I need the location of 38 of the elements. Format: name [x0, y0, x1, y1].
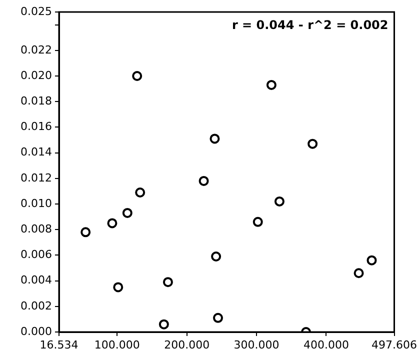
point	[366, 255, 377, 266]
y-tick-label: 0.000	[20, 324, 52, 338]
x-tick-label: 400.000	[303, 338, 349, 352]
point	[158, 319, 169, 330]
y-tick-label: 0.012	[20, 171, 52, 184]
y-tick-label: 0.018	[20, 94, 52, 108]
x-tick-label: 497.606	[372, 338, 418, 352]
x-tick-label: 100.000	[94, 338, 140, 352]
point	[211, 251, 222, 262]
x-tick-label: 16.534	[40, 338, 78, 352]
point	[132, 71, 142, 81]
y-tick-label: 0.008	[20, 222, 52, 236]
y-tick-label: 0.025	[20, 4, 52, 18]
point	[266, 80, 276, 90]
y-tick-label: 0.014	[20, 146, 52, 159]
point	[113, 282, 124, 292]
point	[308, 138, 318, 149]
x-tick-label: 200.000	[164, 338, 210, 352]
x-tick-label: 300.000	[234, 338, 280, 352]
point	[354, 268, 364, 278]
y-tick-label: 0.016	[20, 120, 52, 134]
point	[135, 187, 146, 198]
y-tick-label: 0.002	[20, 299, 52, 312]
point	[198, 176, 209, 186]
point	[210, 134, 220, 144]
y-tick-label: 0.006	[20, 248, 52, 262]
annotation: r = 0.044 - r^2 = 0.002	[232, 18, 388, 32]
point	[107, 218, 118, 228]
y-tick-label: 0.020	[20, 68, 52, 82]
point	[252, 216, 263, 227]
y-tick-label: 0.022	[20, 43, 52, 56]
point	[213, 312, 224, 323]
y-tick-label: 0.010	[20, 196, 52, 210]
point	[80, 227, 91, 238]
point	[162, 277, 173, 288]
point	[122, 208, 132, 218]
point	[274, 196, 284, 206]
y-tick-label: 0.004	[20, 274, 52, 287]
